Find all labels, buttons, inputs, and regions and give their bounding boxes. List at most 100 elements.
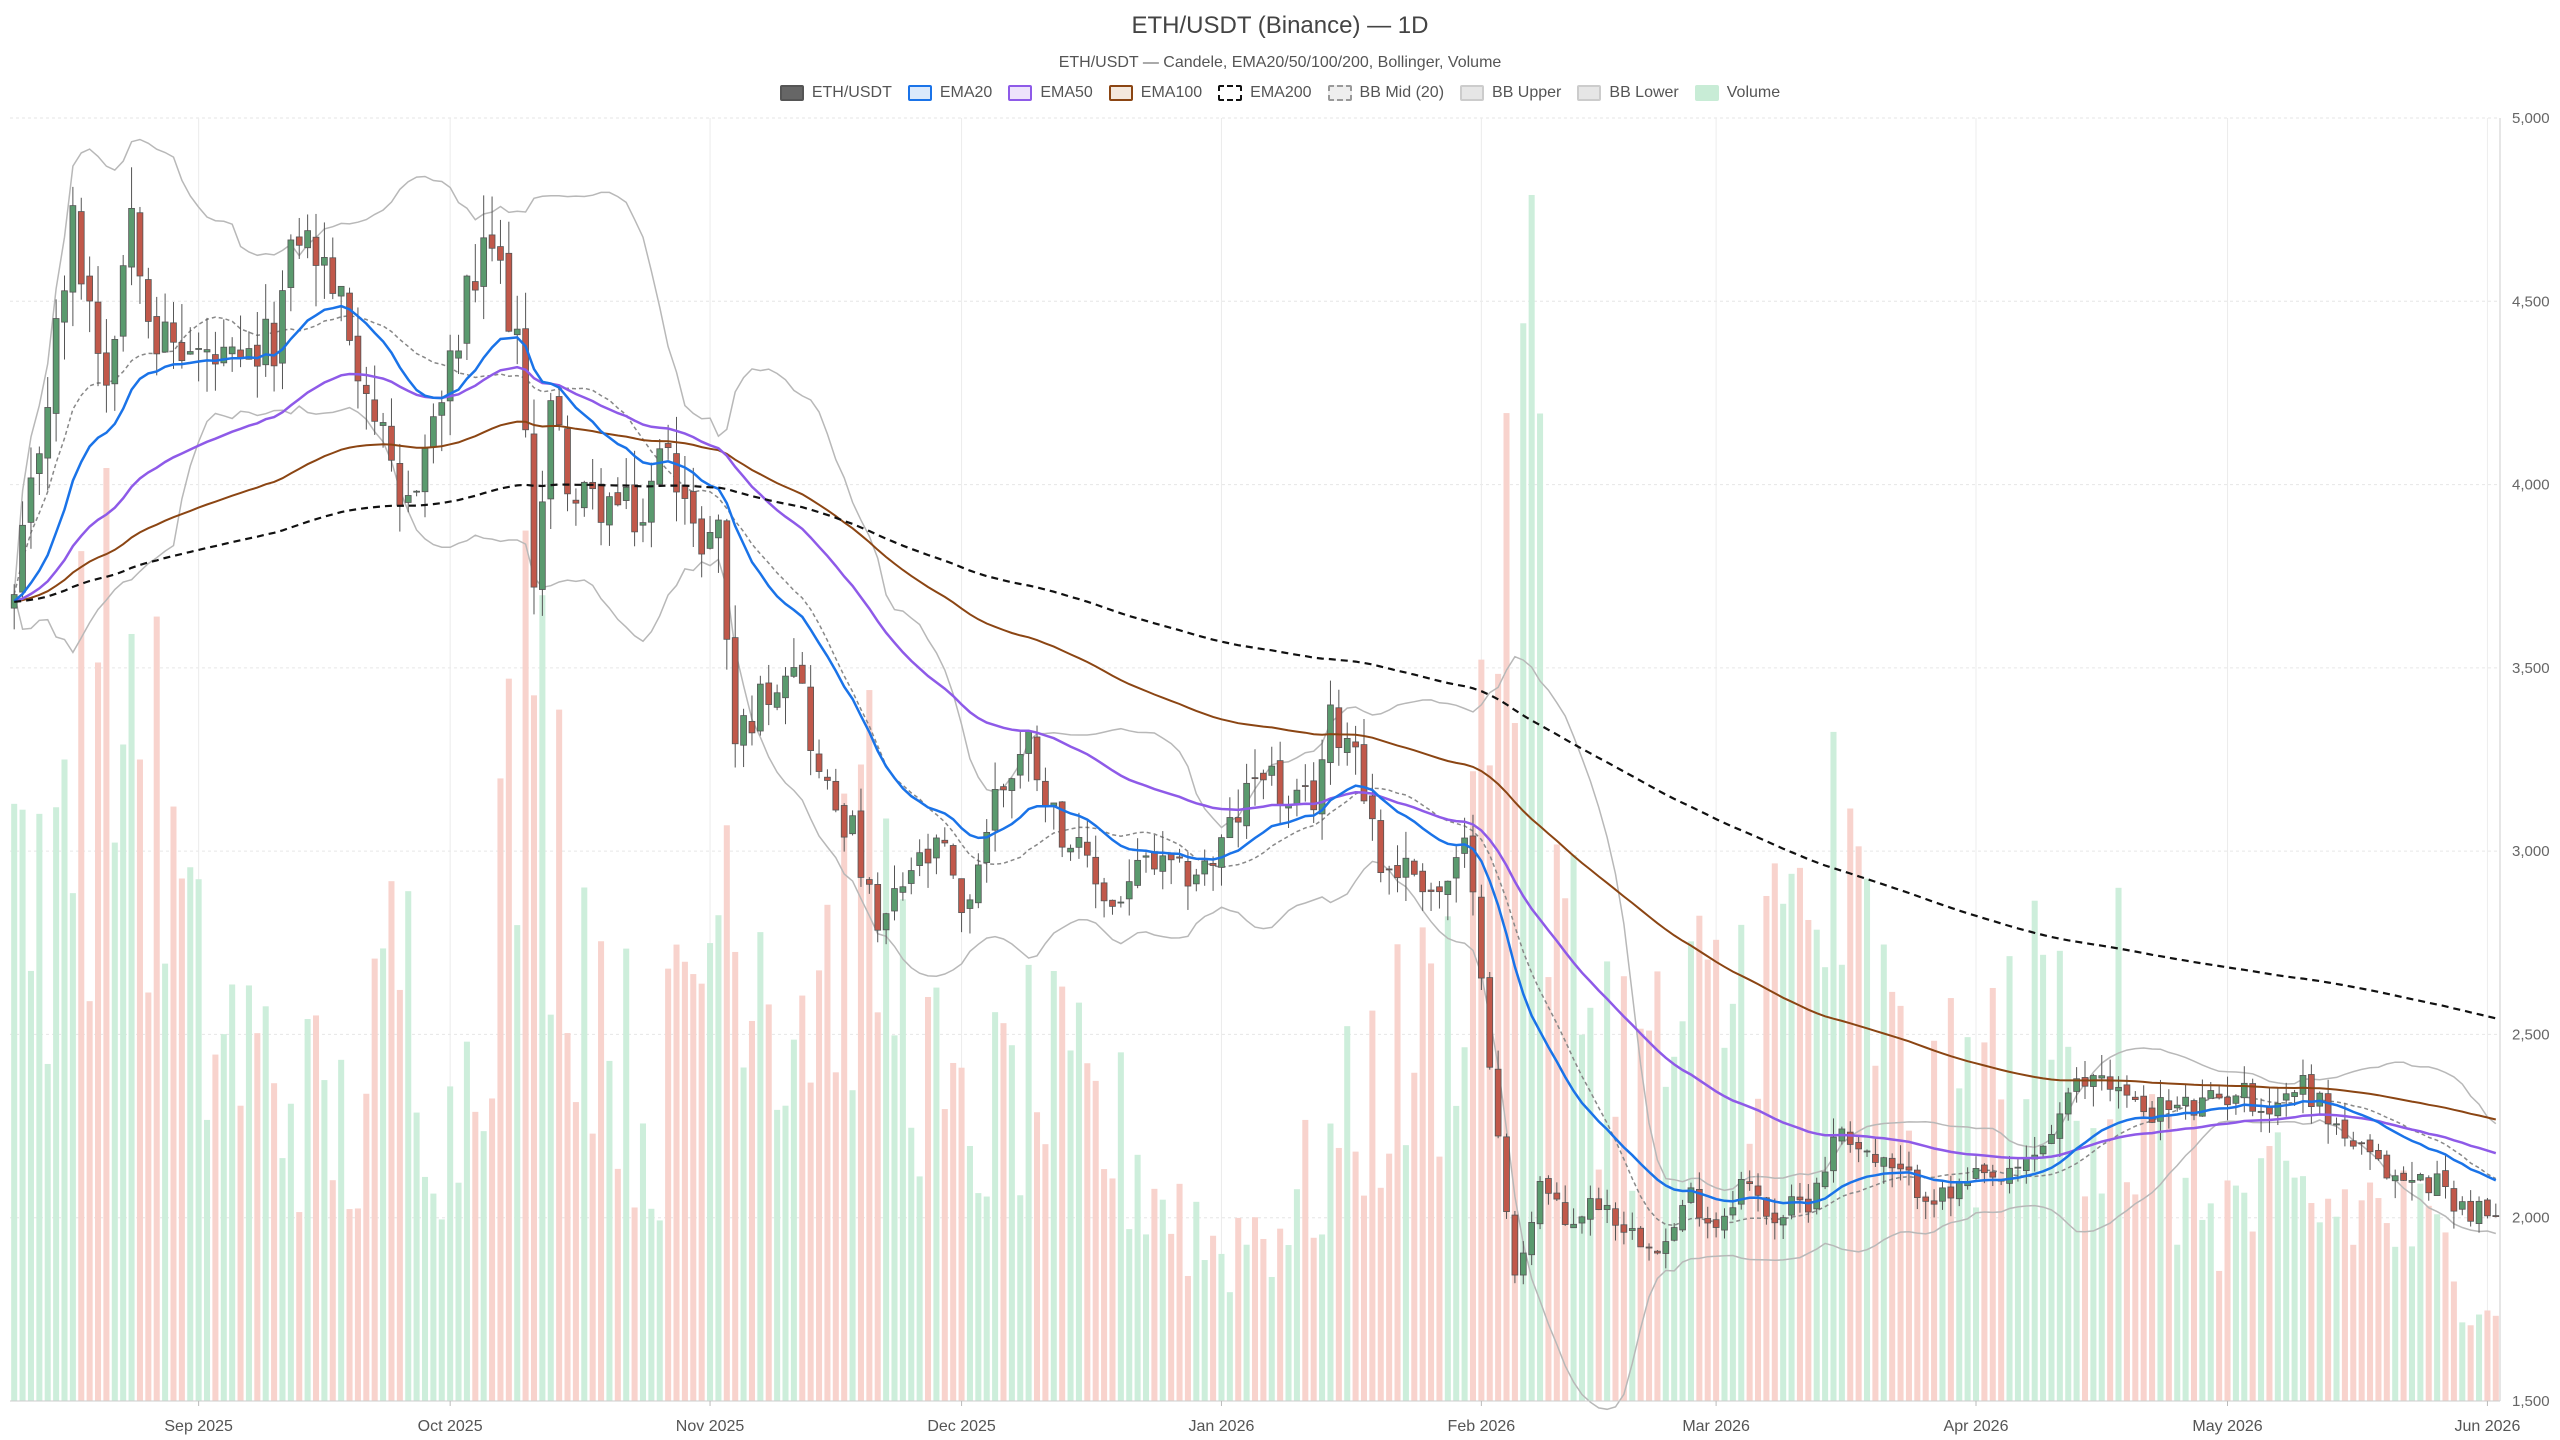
- legend-item[interactable]: Volume: [1694, 84, 1780, 102]
- candle: [1696, 1172, 1703, 1227]
- volume-bar: [1461, 1047, 1468, 1401]
- candle: [1486, 972, 1494, 1070]
- candle-body: [1796, 1196, 1804, 1201]
- candle: [1184, 851, 1192, 910]
- volume-bar: [145, 992, 152, 1401]
- candle-body: [522, 328, 529, 431]
- legend-label: EMA100: [1140, 84, 1203, 101]
- candle-body: [1452, 857, 1460, 879]
- volume-bar: [2190, 1101, 2198, 1401]
- candle: [731, 605, 739, 768]
- candle-body: [52, 318, 60, 414]
- volume-bar: [371, 958, 378, 1401]
- candle: [136, 206, 144, 304]
- legend-item[interactable]: BB Mid (20): [1327, 84, 1444, 102]
- candle: [1553, 1182, 1561, 1202]
- candle: [1335, 689, 1343, 766]
- candle-body: [1696, 1188, 1703, 1219]
- volume-bar: [1101, 1169, 1108, 1401]
- volume-bar: [128, 633, 135, 1401]
- volume-bar: [1520, 323, 1527, 1401]
- candle-body: [949, 845, 957, 876]
- volume-bar: [1268, 1276, 1275, 1401]
- candle: [1025, 729, 1032, 782]
- candle-body: [2173, 1104, 2181, 1109]
- legend-item[interactable]: BB Upper: [1460, 84, 1561, 102]
- candle-body: [2240, 1082, 2248, 1099]
- candle-body: [1134, 859, 1141, 886]
- volume-bar: [1394, 944, 1401, 1401]
- legend-item[interactable]: BB Lower: [1577, 84, 1679, 102]
- candle-body: [1712, 1219, 1720, 1228]
- candle: [933, 834, 940, 875]
- volume-bar: [690, 974, 697, 1401]
- candle-body: [857, 810, 865, 878]
- candle: [337, 285, 345, 322]
- volume-bar: [983, 1196, 990, 1401]
- candle-body: [2048, 1134, 2055, 1144]
- candle: [849, 810, 856, 836]
- volume-bar: [656, 1220, 663, 1401]
- candle: [907, 857, 915, 895]
- volume-bar: [774, 1109, 781, 1401]
- legend-item[interactable]: EMA100: [1108, 84, 1203, 102]
- volume-bar: [2316, 1222, 2323, 1401]
- legend-item[interactable]: EMA50: [1008, 84, 1093, 102]
- legend-item[interactable]: EMA200: [1218, 84, 1312, 102]
- candle-body: [2266, 1107, 2273, 1115]
- volume-bar: [463, 1041, 470, 1401]
- candle-body: [1243, 782, 1250, 827]
- candle-body: [61, 290, 68, 323]
- candle: [723, 518, 731, 670]
- candle: [1436, 881, 1443, 909]
- legend-item[interactable]: ETH/USDT: [779, 84, 892, 102]
- candle-body: [1377, 820, 1385, 874]
- volume-bar: [321, 1080, 328, 1401]
- candle-body: [505, 252, 513, 332]
- legend-label: ETH/USDT: [811, 84, 892, 101]
- candle: [1796, 1182, 1804, 1213]
- candle: [1402, 831, 1410, 901]
- candle-body: [1813, 1182, 1821, 1210]
- volume-bar: [27, 970, 34, 1401]
- candle: [1109, 899, 1116, 915]
- candle: [958, 878, 965, 933]
- candle-body: [1729, 1207, 1737, 1216]
- volume-bar: [2484, 1310, 2491, 1401]
- volume-bar: [2224, 1180, 2231, 1401]
- candle-body: [2056, 1113, 2064, 1139]
- volume-bar: [1771, 863, 1778, 1401]
- volume-bar: [447, 1086, 454, 1401]
- candle: [1746, 1170, 1753, 1191]
- volume-bar: [480, 1131, 487, 1401]
- candle: [1159, 831, 1167, 890]
- volume-bar: [832, 1072, 839, 1401]
- candle: [2425, 1175, 2433, 1201]
- volume-bar: [1931, 1040, 1938, 1401]
- candle: [564, 415, 571, 512]
- candle-body: [1075, 837, 1083, 848]
- candle-body: [824, 776, 831, 781]
- candle: [86, 256, 93, 333]
- volume-bar: [1914, 1197, 1921, 1401]
- volume-bar: [421, 1176, 429, 1401]
- candle-body: [421, 447, 429, 493]
- volume-bar: [2073, 1120, 2080, 1401]
- volume-bar: [2341, 1189, 2348, 1401]
- legend-label: BB Upper: [1492, 84, 1562, 101]
- volume-bar: [849, 1090, 856, 1401]
- candle: [941, 827, 949, 847]
- candle: [312, 213, 320, 307]
- candle: [1503, 1133, 1510, 1219]
- volume-bar: [1193, 1201, 1200, 1401]
- y-tick-label: 4,000: [2512, 477, 2550, 494]
- candle: [10, 584, 18, 630]
- candle-body: [1872, 1153, 1879, 1163]
- candle: [1712, 1212, 1720, 1238]
- legend-item[interactable]: EMA20: [907, 84, 992, 102]
- candle: [379, 412, 387, 448]
- candle: [664, 424, 672, 460]
- candle: [1192, 868, 1200, 892]
- volume-bar: [1855, 846, 1862, 1401]
- volume-bar: [614, 1168, 621, 1401]
